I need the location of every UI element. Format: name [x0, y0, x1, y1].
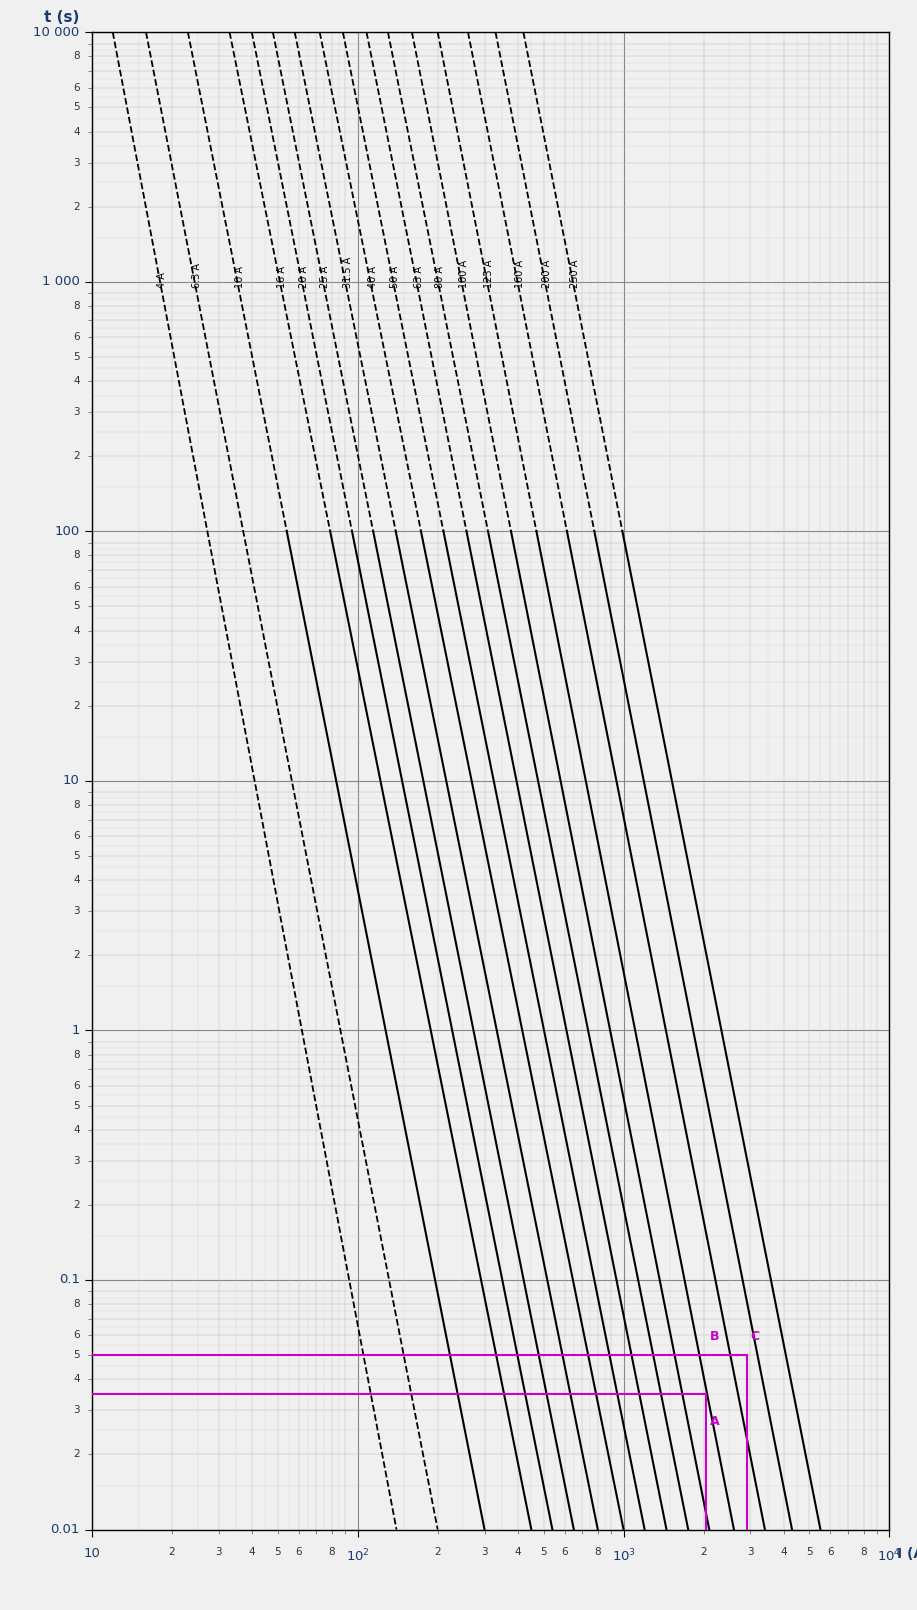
Text: 1 000: 1 000 [42, 275, 80, 288]
Text: 8: 8 [594, 1547, 602, 1557]
Text: 6.3 A: 6.3 A [192, 262, 202, 288]
Text: 2: 2 [169, 1547, 175, 1557]
Text: 5: 5 [73, 103, 80, 113]
Text: 100: 100 [54, 525, 80, 538]
Text: 8: 8 [73, 551, 80, 560]
Text: C: C [750, 1330, 759, 1343]
Text: 25 A: 25 A [320, 266, 330, 288]
Text: 2: 2 [701, 1547, 707, 1557]
Text: 8: 8 [328, 1547, 336, 1557]
Text: 2: 2 [73, 1449, 80, 1459]
Text: 4: 4 [73, 127, 80, 137]
Text: 4 A: 4 A [157, 272, 167, 288]
Text: 5: 5 [806, 1547, 812, 1557]
Text: $10^3$: $10^3$ [612, 1547, 635, 1563]
Text: 6: 6 [73, 82, 80, 92]
Text: 2: 2 [73, 950, 80, 960]
Text: 10: 10 [83, 1547, 100, 1560]
Text: B: B [710, 1330, 719, 1343]
Text: 3: 3 [481, 1547, 488, 1557]
Text: 8: 8 [73, 301, 80, 311]
Text: 4: 4 [780, 1547, 787, 1557]
Text: 6: 6 [73, 1080, 80, 1090]
Text: 0.01: 0.01 [50, 1523, 80, 1536]
Text: 4: 4 [73, 377, 80, 386]
Text: 5: 5 [73, 852, 80, 861]
Text: 4: 4 [73, 1125, 80, 1135]
Text: 3: 3 [747, 1547, 754, 1557]
Text: 8: 8 [73, 52, 80, 61]
Text: 31.5 A: 31.5 A [343, 256, 352, 288]
Text: 4: 4 [249, 1547, 255, 1557]
Text: 3: 3 [73, 657, 80, 667]
Text: 16 A: 16 A [277, 266, 287, 288]
Text: 6: 6 [73, 1330, 80, 1340]
Text: 3: 3 [215, 1547, 222, 1557]
Text: 125 A: 125 A [484, 259, 494, 288]
Text: 6: 6 [295, 1547, 302, 1557]
Text: 10: 10 [63, 774, 80, 787]
Text: 160 A: 160 A [514, 259, 525, 288]
Text: 5: 5 [73, 602, 80, 612]
Text: 5: 5 [73, 1351, 80, 1360]
Text: 6: 6 [73, 831, 80, 840]
Text: 8: 8 [73, 1050, 80, 1059]
Text: 40 A: 40 A [368, 266, 378, 288]
Text: 3: 3 [73, 407, 80, 417]
Text: 6: 6 [561, 1547, 568, 1557]
Text: 10 A: 10 A [235, 266, 245, 288]
Text: 2: 2 [73, 1199, 80, 1209]
Text: 5: 5 [540, 1547, 547, 1557]
Text: 250 A: 250 A [570, 259, 580, 288]
Text: 100 A: 100 A [458, 259, 469, 288]
Text: 2: 2 [73, 201, 80, 211]
Text: $10^2$: $10^2$ [346, 1547, 370, 1563]
Text: 5: 5 [73, 1101, 80, 1111]
Text: 1: 1 [72, 1024, 80, 1037]
Text: 2: 2 [73, 700, 80, 710]
Text: 8: 8 [860, 1547, 867, 1557]
Text: 6: 6 [73, 581, 80, 591]
Text: 8: 8 [73, 1299, 80, 1309]
Text: 50 A: 50 A [391, 266, 401, 288]
Text: 3: 3 [73, 1406, 80, 1415]
Text: 3: 3 [73, 158, 80, 167]
Text: 80 A: 80 A [436, 266, 446, 288]
Text: 5: 5 [274, 1547, 281, 1557]
Text: 4: 4 [514, 1547, 521, 1557]
Text: 6: 6 [827, 1547, 834, 1557]
Text: 6: 6 [73, 332, 80, 341]
Text: 63 A: 63 A [414, 266, 424, 288]
Text: 200 A: 200 A [542, 259, 552, 288]
Text: I (A): I (A) [898, 1547, 917, 1562]
Text: 2: 2 [435, 1547, 441, 1557]
Text: $10^4$: $10^4$ [878, 1547, 901, 1563]
Text: A: A [710, 1415, 720, 1428]
Text: 8: 8 [73, 800, 80, 810]
Text: 10 000: 10 000 [34, 26, 80, 39]
Text: 4: 4 [73, 876, 80, 886]
Text: 4: 4 [73, 1375, 80, 1385]
Text: 20 A: 20 A [299, 266, 309, 288]
Text: 5: 5 [73, 353, 80, 362]
Text: t (s): t (s) [44, 10, 79, 24]
Text: 2: 2 [73, 451, 80, 460]
Text: 0.1: 0.1 [59, 1274, 80, 1286]
Text: 3: 3 [73, 906, 80, 916]
Text: 3: 3 [73, 1156, 80, 1166]
Text: 4: 4 [73, 626, 80, 636]
